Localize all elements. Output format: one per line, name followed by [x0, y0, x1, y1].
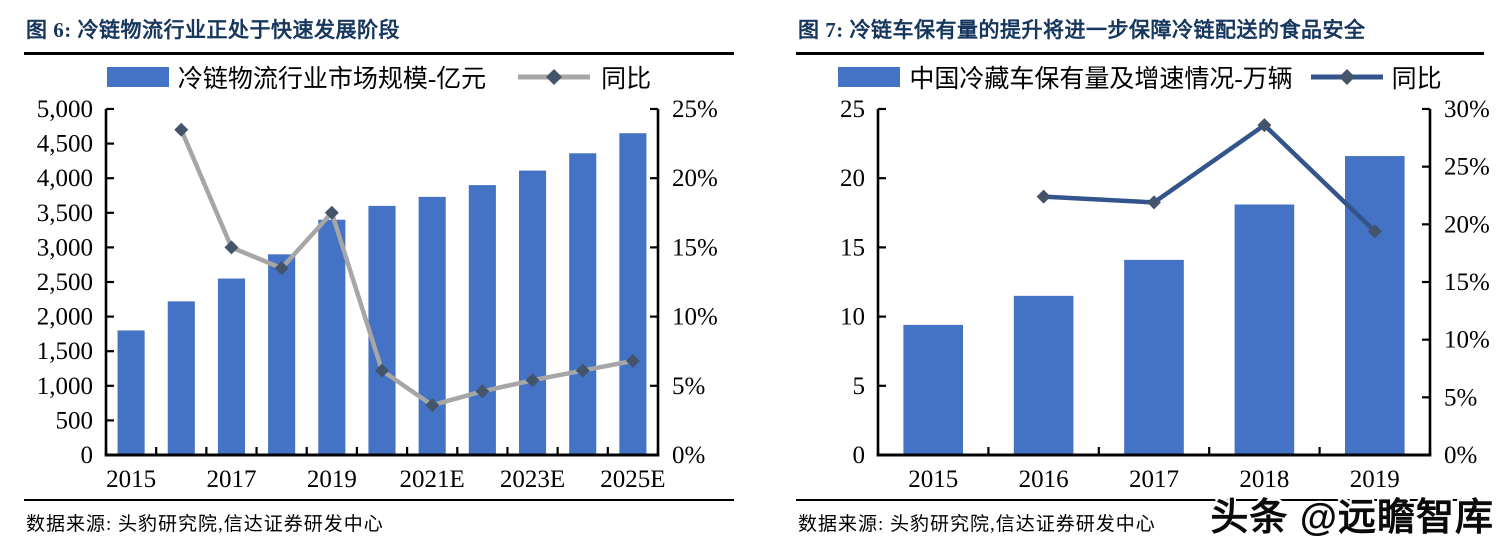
- figure-7-footer-divider: [796, 499, 1484, 501]
- svg-text:2018: 2018: [1239, 466, 1289, 493]
- svg-text:5%: 5%: [1444, 384, 1477, 411]
- legend-label-truck-fleet: 中国冷藏车保有量及增速情况-万辆: [909, 66, 1293, 93]
- svg-text:2017: 2017: [206, 466, 256, 493]
- svg-text:3,500: 3,500: [37, 200, 93, 227]
- svg-text:2021E: 2021E: [400, 466, 465, 493]
- svg-text:500: 500: [56, 407, 94, 434]
- svg-text:5,000: 5,000: [37, 97, 93, 123]
- svg-text:30%: 30%: [1444, 97, 1490, 123]
- legend-label-yoy: 同比: [601, 66, 652, 93]
- svg-text:2,000: 2,000: [37, 304, 93, 331]
- svg-text:1,500: 1,500: [37, 338, 93, 365]
- svg-text:2015: 2015: [106, 466, 156, 493]
- svg-text:4,000: 4,000: [37, 165, 93, 192]
- figure-7-title-divider: [796, 52, 1484, 55]
- svg-text:15: 15: [840, 234, 865, 261]
- figure-6-source-note: 数据来源: 头豹研究院,信达证券研发中心: [26, 514, 384, 535]
- svg-text:0: 0: [81, 442, 94, 469]
- svg-text:0: 0: [853, 442, 866, 469]
- legend-item-yoy: 同比: [1309, 59, 1442, 95]
- svg-text:20%: 20%: [672, 165, 718, 192]
- svg-text:2017: 2017: [1129, 466, 1179, 493]
- figure-7-title: 图 7: 冷链车保有量的提升将进一步保障冷链配送的食品安全: [798, 18, 1366, 42]
- figure-7-legend: 中国冷藏车保有量及增速情况-万辆 同比: [796, 57, 1484, 97]
- svg-text:5%: 5%: [672, 373, 705, 400]
- svg-text:10%: 10%: [672, 304, 718, 331]
- figure-7-source-note: 数据来源: 头豹研究院,信达证券研发中心: [798, 514, 1156, 535]
- bar-series-swatch: [838, 67, 901, 87]
- bar-series-swatch: [106, 67, 169, 87]
- svg-text:2015: 2015: [908, 466, 958, 493]
- toutiao-watermark: 头条 @远瞻智库: [1210, 497, 1494, 539]
- legend-label-yoy: 同比: [1391, 66, 1442, 93]
- svg-text:25%: 25%: [1444, 154, 1490, 181]
- svg-text:25: 25: [840, 97, 865, 123]
- svg-text:2023E: 2023E: [500, 466, 565, 493]
- svg-text:3,000: 3,000: [37, 234, 93, 261]
- svg-text:2016: 2016: [1019, 466, 1069, 493]
- figure-6-panel: 图 6: 冷链物流行业正处于快速发展阶段 冷链物流行业市场规模-亿元 同比 0 5…: [24, 18, 734, 535]
- figure-7-panel: 图 7: 冷链车保有量的提升将进一步保障冷链配送的食品安全 中国冷藏车保有量及增…: [748, 0, 1496, 547]
- svg-text:2,500: 2,500: [37, 269, 93, 296]
- svg-text:0%: 0%: [672, 442, 705, 469]
- figure-6-title-divider: [24, 52, 734, 55]
- svg-text:25%: 25%: [672, 97, 718, 123]
- svg-text:10: 10: [840, 304, 865, 331]
- figure-6-footer-divider: [24, 499, 734, 501]
- figure-6-title: 图 6: 冷链物流行业正处于快速发展阶段: [26, 18, 400, 42]
- svg-text:0%: 0%: [1444, 442, 1477, 469]
- figure-6-chart-canvas: 0 500 1,000 1,500 2,000 2,500 3,000 3,500 4,000 4…: [37, 97, 718, 493]
- svg-text:10%: 10%: [1444, 327, 1490, 354]
- line-series-swatch: [1310, 69, 1383, 85]
- svg-text:20%: 20%: [1444, 211, 1490, 238]
- legend-item-market-size: 冷链物流行业市场规模-亿元: [106, 59, 487, 95]
- svg-text:1,000: 1,000: [37, 373, 93, 400]
- svg-text:2019: 2019: [307, 466, 357, 493]
- svg-text:2025E: 2025E: [600, 466, 665, 493]
- svg-text:4,500: 4,500: [37, 131, 93, 158]
- svg-text:2019: 2019: [1350, 466, 1400, 493]
- svg-text:5: 5: [853, 373, 866, 400]
- svg-text:15%: 15%: [672, 234, 718, 261]
- line-series-swatch: [518, 69, 591, 85]
- legend-item-yoy: 同比: [516, 59, 651, 95]
- svg-text:20: 20: [840, 165, 865, 192]
- figure-6-legend: 冷链物流行业市场规模-亿元 同比: [24, 57, 734, 97]
- svg-text:15%: 15%: [1444, 269, 1490, 296]
- legend-item-truck-fleet: 中国冷藏车保有量及增速情况-万辆: [838, 59, 1293, 95]
- legend-label-market-size: 冷链物流行业市场规模-亿元: [177, 66, 487, 93]
- figure-7-chart-canvas: 0 5 10 15 20 25 0% 5% 10% 15% 20% 25% 30% 2015 2016 201…: [840, 97, 1490, 493]
